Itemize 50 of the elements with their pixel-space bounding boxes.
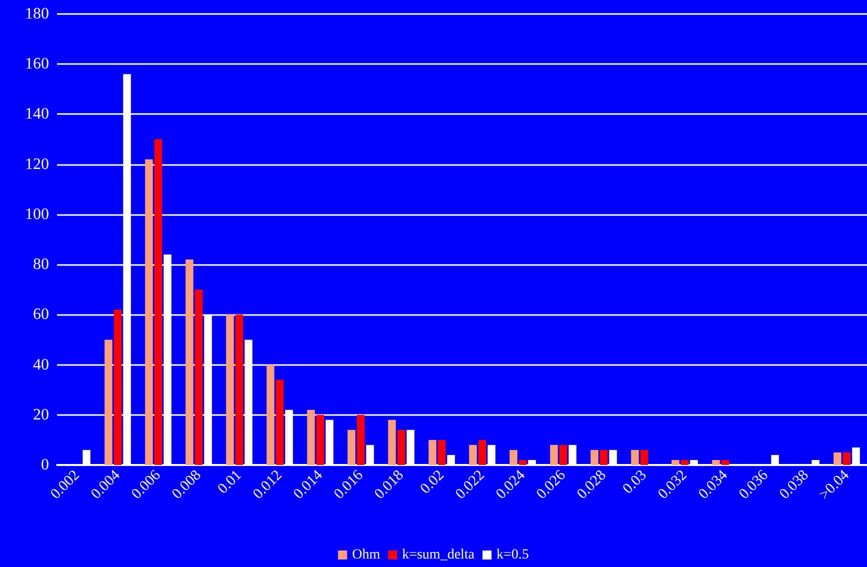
bar bbox=[276, 380, 284, 465]
bar bbox=[842, 452, 851, 465]
bar bbox=[640, 450, 648, 465]
bar bbox=[356, 414, 365, 465]
bar bbox=[388, 420, 396, 465]
bar bbox=[235, 314, 244, 465]
bar bbox=[104, 340, 112, 465]
bar bbox=[438, 440, 446, 465]
bar bbox=[680, 460, 689, 465]
y-tick-label: 60 bbox=[33, 306, 49, 324]
bar bbox=[510, 450, 518, 465]
bar bbox=[307, 410, 315, 465]
bar bbox=[266, 364, 274, 465]
y-tick-label: 180 bbox=[25, 6, 49, 22]
bar bbox=[834, 452, 842, 465]
bar bbox=[428, 440, 436, 465]
bar bbox=[145, 159, 153, 465]
y-tick-label: 160 bbox=[25, 56, 49, 73]
bar bbox=[154, 139, 162, 465]
bar bbox=[721, 460, 730, 465]
y-tick-label: 120 bbox=[25, 156, 49, 173]
bar bbox=[186, 260, 194, 465]
bar bbox=[194, 290, 203, 465]
y-tick-label: 0 bbox=[41, 456, 49, 474]
bar bbox=[348, 430, 356, 465]
bar bbox=[590, 450, 598, 465]
bar bbox=[226, 314, 234, 465]
legend-label: Ohm bbox=[352, 548, 380, 562]
bar bbox=[397, 430, 406, 465]
bar bbox=[114, 310, 122, 465]
bar bbox=[469, 444, 477, 465]
bar bbox=[478, 440, 486, 465]
y-tick-label: 100 bbox=[25, 206, 49, 223]
y-tick-label: 40 bbox=[33, 356, 49, 374]
bar bbox=[550, 444, 558, 465]
x-tick-label: 0.03 bbox=[620, 467, 650, 498]
bar bbox=[631, 450, 639, 465]
legend-label: k=sum_delta bbox=[402, 548, 476, 562]
bar bbox=[518, 460, 527, 465]
legend-label: k=0.5 bbox=[496, 548, 529, 562]
y-tick-label: 80 bbox=[33, 256, 49, 274]
x-tick-label: 0.01 bbox=[215, 467, 245, 498]
y-tick-label: 20 bbox=[33, 406, 49, 424]
bar bbox=[559, 444, 568, 465]
bar bbox=[316, 414, 324, 465]
x-tick-label: 0.02 bbox=[418, 467, 448, 498]
bar bbox=[600, 450, 608, 465]
bar bbox=[712, 460, 720, 465]
y-tick-label: 140 bbox=[25, 106, 49, 123]
bar bbox=[672, 460, 680, 465]
